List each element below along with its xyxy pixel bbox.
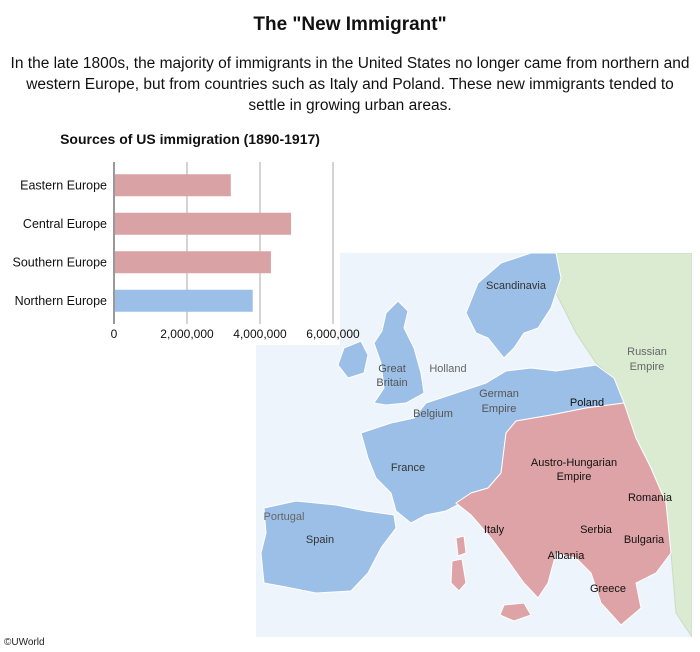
sicily-region bbox=[499, 602, 532, 622]
label-albania: Albania bbox=[548, 550, 586, 562]
label-russian-empire-line1: Russian bbox=[627, 346, 667, 358]
europe-map: Scandinavia Russian Empire Great Britain… bbox=[256, 253, 692, 637]
label-austro-hungarian-line1: Austro-Hungarian bbox=[531, 457, 617, 469]
page-title: The "New Immigrant" bbox=[253, 14, 447, 35]
label-belgium: Belgium bbox=[413, 408, 453, 420]
great-britain-region bbox=[373, 300, 425, 406]
label-greece: Greece bbox=[590, 583, 626, 595]
label-france: France bbox=[391, 462, 425, 474]
immigration-bar-chart: Sources of US immigration (1890-1917) 0 2… bbox=[0, 131, 360, 345]
bar bbox=[115, 251, 271, 274]
label-german-empire-line1: German bbox=[479, 388, 519, 400]
label-great-britain-line2: Britain bbox=[376, 377, 407, 389]
x-tick-label: 2,000,000 bbox=[160, 327, 214, 341]
x-tick-label: 6,000,000 bbox=[306, 327, 360, 341]
label-italy: Italy bbox=[484, 524, 505, 536]
label-bulgaria: Bulgaria bbox=[624, 534, 665, 546]
copyright-notice: ©UWorld bbox=[4, 637, 45, 648]
label-spain: Spain bbox=[306, 534, 334, 546]
corsica-region bbox=[455, 535, 467, 557]
intro-paragraph: In the late 1800s, the majority of immig… bbox=[10, 55, 690, 114]
label-scandinavia: Scandinavia bbox=[486, 280, 547, 292]
bar bbox=[115, 212, 292, 235]
label-german-empire-line2: Empire bbox=[482, 403, 517, 415]
bar bbox=[115, 174, 231, 197]
x-tick-label: 0 bbox=[111, 327, 118, 341]
new-immigrant-source-region bbox=[455, 402, 672, 626]
label-russian-empire-line2: Empire bbox=[630, 361, 665, 373]
ireland-region bbox=[337, 340, 369, 379]
x-tick-label: 4,000,000 bbox=[233, 327, 287, 341]
label-great-britain-line1: Great bbox=[378, 363, 406, 375]
category-label: Eastern Europe bbox=[20, 178, 107, 192]
label-austro-hungarian-line2: Empire bbox=[557, 471, 592, 483]
iberia-region bbox=[260, 500, 397, 594]
label-portugal: Portugal bbox=[264, 511, 305, 523]
category-label: Central Europe bbox=[23, 217, 107, 231]
category-label: Northern Europe bbox=[15, 294, 107, 308]
chart-title: Sources of US immigration (1890-1917) bbox=[60, 131, 320, 147]
label-poland: Poland bbox=[570, 397, 604, 409]
bar bbox=[115, 289, 253, 312]
label-serbia: Serbia bbox=[580, 524, 613, 536]
scandinavia-region bbox=[465, 253, 562, 359]
label-romania: Romania bbox=[628, 492, 673, 504]
category-label: Southern Europe bbox=[12, 255, 107, 269]
label-holland: Holland bbox=[429, 363, 466, 375]
sardinia-region bbox=[450, 558, 467, 592]
